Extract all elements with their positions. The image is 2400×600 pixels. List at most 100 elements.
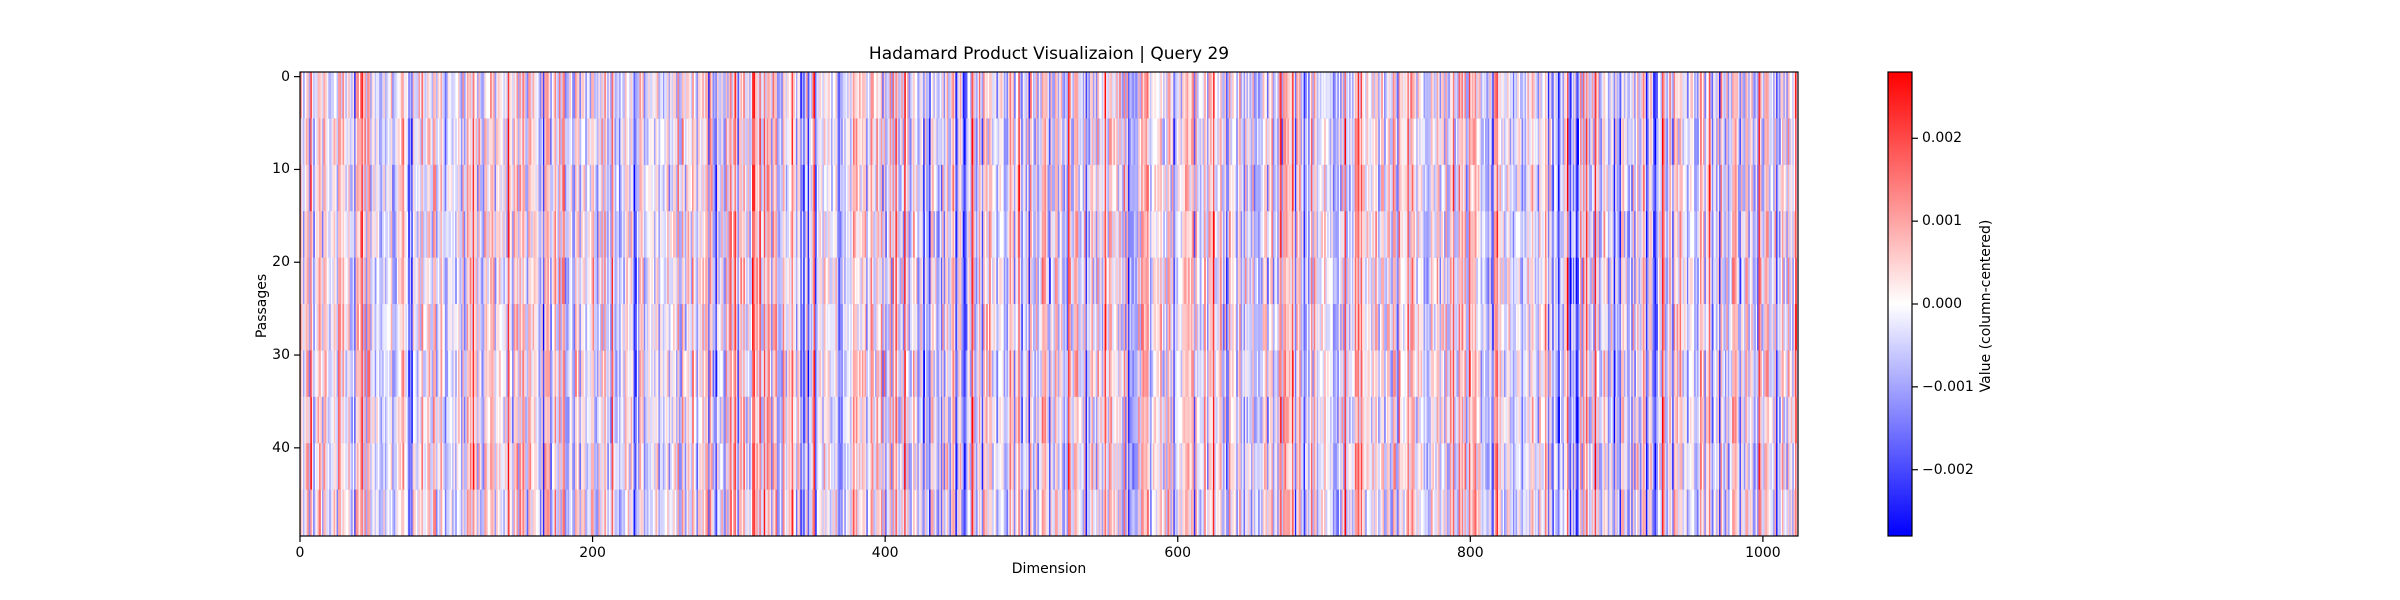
heatmap-cell [730, 257, 732, 305]
heatmap-cell [907, 304, 909, 351]
heatmap-cell [1116, 350, 1119, 398]
heatmap-cell [797, 443, 800, 490]
heatmap-cell [557, 350, 560, 398]
heatmap-cell [585, 396, 588, 444]
heatmap-cell [304, 257, 307, 305]
heatmap-cell [911, 164, 914, 212]
heatmap-cell [1072, 396, 1075, 444]
heatmap-cell [368, 211, 371, 258]
heatmap-cell [1047, 72, 1050, 119]
heatmap-cell [964, 211, 967, 258]
heatmap-cell [798, 443, 801, 490]
heatmap-cell [444, 350, 447, 398]
heatmap-cell [749, 257, 751, 305]
heatmap-cell [305, 257, 308, 305]
heatmap-cell [335, 211, 337, 258]
heatmap-cell [324, 304, 327, 351]
heatmap-cell [405, 350, 408, 398]
heatmap-cell [918, 164, 921, 212]
heatmap-cell [709, 164, 712, 212]
heatmap-cell [327, 72, 330, 119]
heatmap-cell [700, 350, 703, 398]
heatmap-cell [817, 257, 820, 305]
heatmap-cell [983, 164, 986, 212]
heatmap-cell [703, 118, 706, 166]
heatmap-cell [711, 72, 713, 119]
heatmap-cell [491, 396, 494, 444]
heatmap-cell [361, 350, 364, 398]
heatmap-cell [469, 350, 472, 398]
heatmap-cell [1084, 489, 1086, 536]
heatmap-cell [876, 118, 879, 166]
heatmap-cell [321, 350, 324, 398]
heatmap-cell [373, 489, 375, 536]
heatmap-cell [690, 118, 693, 166]
heatmap-cell [307, 396, 310, 444]
heatmap-cell [431, 257, 434, 305]
heatmap-cell [871, 443, 874, 490]
heatmap-cell [640, 304, 643, 351]
heatmap-cell [550, 350, 553, 398]
heatmap-cell [939, 350, 942, 398]
heatmap-cell [570, 443, 573, 490]
heatmap-cell [314, 164, 317, 212]
heatmap-cell [813, 443, 816, 490]
heatmap-cell [329, 164, 332, 212]
heatmap-cell [680, 489, 683, 536]
heatmap-cell [475, 443, 478, 490]
heatmap-cell [415, 396, 418, 444]
heatmap-cell [457, 164, 460, 212]
heatmap-cell [661, 350, 664, 398]
heatmap-cell [923, 118, 926, 166]
heatmap-cell [367, 443, 370, 490]
heatmap-cell [592, 350, 595, 398]
heatmap-cell [885, 304, 888, 351]
heatmap-cell [952, 443, 955, 490]
heatmap-cell [516, 304, 519, 351]
heatmap-cell [719, 304, 722, 351]
heatmap-cell [885, 489, 888, 536]
heatmap-cell [377, 164, 380, 212]
heatmap-cell [702, 72, 705, 119]
heatmap-cell [940, 211, 943, 258]
heatmap-cell [1075, 350, 1078, 398]
heatmap-cell [920, 72, 923, 119]
heatmap-cell [690, 304, 693, 351]
heatmap-cell [352, 118, 355, 166]
heatmap-cell [1106, 350, 1108, 398]
heatmap-cell [921, 443, 924, 490]
heatmap-cell [357, 443, 359, 490]
heatmap-cell [712, 350, 715, 398]
heatmap-cell [661, 164, 664, 212]
heatmap-cell [753, 211, 756, 258]
heatmap-cell [592, 443, 595, 490]
heatmap-cell [618, 257, 621, 305]
heatmap-cell [1012, 118, 1015, 166]
heatmap-cell [494, 72, 497, 119]
heatmap-cell [863, 164, 866, 212]
heatmap-cell [583, 72, 586, 119]
heatmap-cell [623, 211, 626, 258]
heatmap-cell [620, 396, 623, 444]
heatmap-cell [1027, 257, 1029, 305]
heatmap-cell [460, 304, 463, 351]
heatmap-cell [649, 396, 652, 444]
heatmap-cell [746, 257, 749, 305]
heatmap-cell [1100, 257, 1103, 305]
heatmap-cell [421, 396, 424, 444]
heatmap-cell [955, 489, 958, 536]
heatmap-cell [877, 72, 880, 119]
heatmap-cell [901, 257, 904, 305]
heatmap-cell [441, 257, 444, 305]
heatmap-cell [831, 304, 833, 351]
heatmap-cell [327, 350, 330, 398]
heatmap-cell [822, 118, 825, 166]
heatmap-cell [592, 489, 595, 536]
heatmap-cell [681, 164, 684, 212]
heatmap-cell [564, 72, 567, 119]
heatmap-cell [768, 489, 770, 536]
heatmap-cell [1110, 257, 1113, 305]
heatmap-cell [633, 72, 636, 119]
heatmap-cell [349, 443, 352, 490]
heatmap-cell [431, 443, 434, 490]
